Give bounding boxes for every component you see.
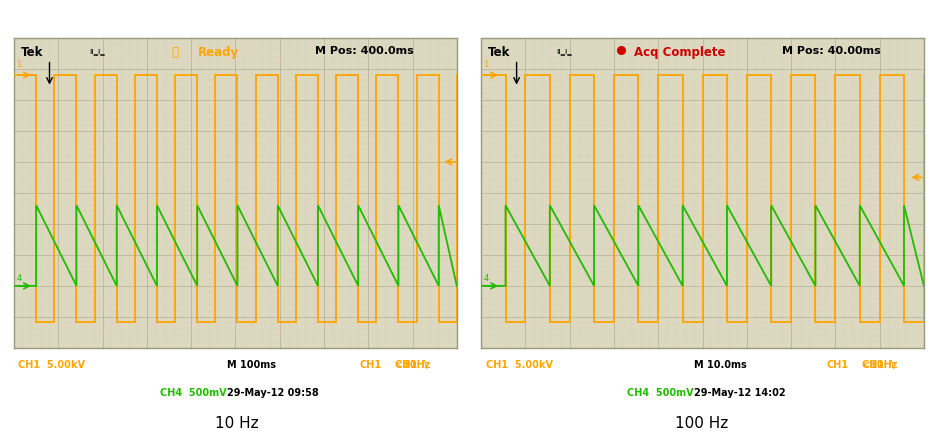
Text: M 10.0ms: M 10.0ms (694, 360, 747, 370)
Text: Ⓡ: Ⓡ (172, 45, 178, 59)
Text: 4: 4 (16, 274, 22, 283)
Text: CH1: CH1 (826, 360, 849, 370)
Text: CH4  500mV: CH4 500mV (628, 388, 694, 398)
Text: 4: 4 (483, 274, 489, 283)
Text: CH1  5.00kV: CH1 5.00kV (19, 360, 85, 370)
Text: 1: 1 (483, 60, 489, 69)
Text: 29-May-12 09:58: 29-May-12 09:58 (227, 388, 318, 398)
Text: Tek: Tek (488, 45, 510, 59)
Text: CH4  500mV: CH4 500mV (160, 388, 227, 398)
Text: M Pos: 400.0ms: M Pos: 400.0ms (315, 45, 414, 56)
Text: Ready: Ready (198, 45, 239, 59)
Text: <10Hz: <10Hz (862, 360, 898, 370)
Text: M 100ms: M 100ms (227, 360, 276, 370)
Text: Tek: Tek (21, 45, 43, 59)
Text: Acq Complete: Acq Complete (634, 45, 725, 59)
Text: 10 Hz: 10 Hz (215, 416, 258, 431)
Text: 100 Hz: 100 Hz (675, 416, 728, 431)
Text: ıı‗ı‗: ıı‗ı‗ (556, 45, 572, 55)
Text: M Pos: 40.00ms: M Pos: 40.00ms (782, 45, 881, 56)
Text: CH1  5.00kV: CH1 5.00kV (486, 360, 552, 370)
Text: 1: 1 (16, 60, 22, 69)
Text: CH1  \: CH1 \ (395, 360, 434, 370)
Text: CH1  \: CH1 \ (862, 360, 901, 370)
Text: <10Hz: <10Hz (395, 360, 431, 370)
Text: CH1: CH1 (359, 360, 382, 370)
Text: ıı‗ı‗: ıı‗ı‗ (89, 45, 105, 55)
Text: 29-May-12 14:02: 29-May-12 14:02 (694, 388, 785, 398)
